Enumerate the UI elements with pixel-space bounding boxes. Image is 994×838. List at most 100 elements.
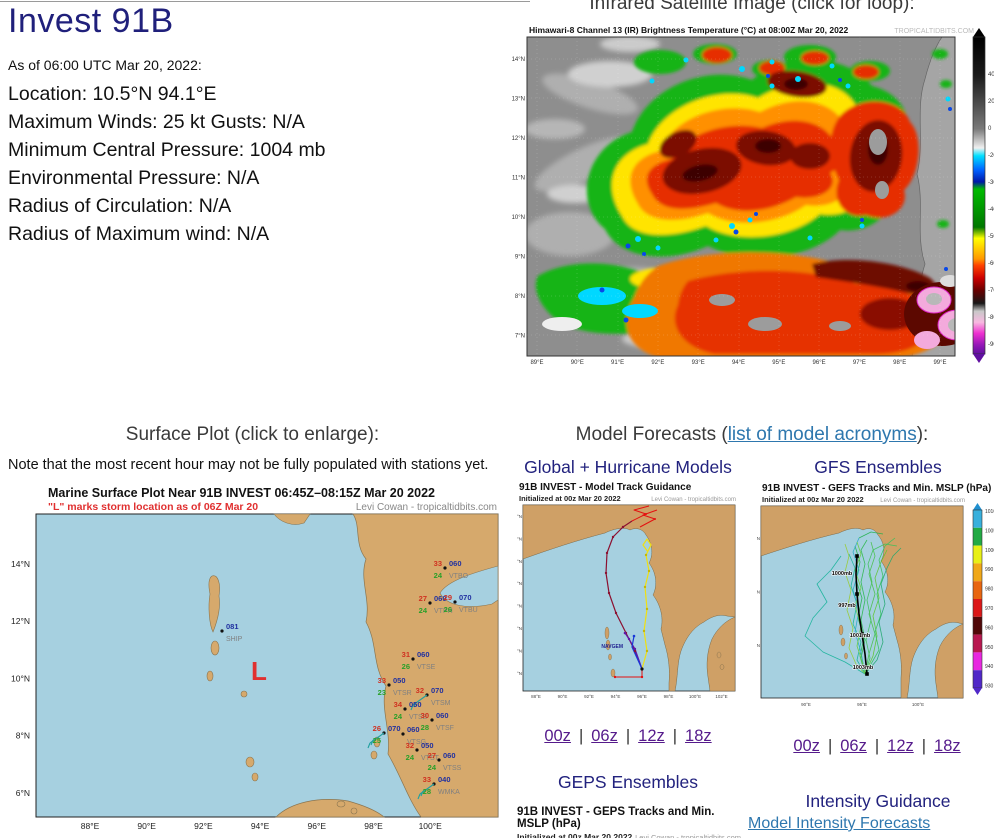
gefs-svg[interactable]: 91B INVEST - GEFS Tracks and Min. MSLP (… — [750, 481, 994, 719]
station: 29 26 070 VTBU — [444, 593, 478, 614]
generated-label: VTST — [421, 755, 440, 762]
surface-figure-credit: Levi Cowan - tropicaltidbits.com — [356, 502, 497, 513]
generated-label: 26 — [402, 662, 410, 671]
generated-label: 070 — [431, 686, 444, 695]
generated-label: 96°E — [813, 360, 826, 366]
storm-env-pressure: Environmental Pressure: N/A — [8, 167, 260, 189]
gefs-link-12z[interactable]: 12z — [887, 737, 914, 755]
gefs-figure-credit: Levi Cowan - tropicaltidbits.com — [880, 498, 965, 504]
gefs-link-18z[interactable]: 18z — [934, 737, 961, 755]
generated-label: 100°E — [689, 694, 701, 699]
satellite-svg[interactable]: Himawari-8 Channel 13 (IR) Brightness Te… — [510, 24, 994, 369]
gefs-lon-axis: 90°E 95°E 100°E — [801, 702, 924, 707]
gh-link-00z[interactable]: 00z — [544, 727, 571, 745]
surface-plot-image[interactable]: Marine Surface Plot Near 91B INVEST 06:4… — [8, 486, 500, 838]
generated-label: VTSR — [393, 690, 412, 697]
track-figure-init: Initialized at 00z Mar 20 2022 — [519, 494, 621, 503]
page-title: Invest 91B — [8, 2, 174, 40]
surface-plot-svg[interactable]: Marine Surface Plot Near 91B INVEST 06:4… — [8, 486, 500, 838]
generated-label: 20°N — [517, 536, 522, 541]
generated-label: 970 — [985, 606, 994, 612]
link-separator: | — [672, 727, 678, 745]
generated-label: 060 — [407, 725, 420, 734]
gh-link-12z[interactable]: 12z — [638, 727, 665, 745]
generated-label: 11°N — [512, 176, 525, 182]
station: 33 24 060 VTBO — [434, 559, 469, 580]
gh-link-18z[interactable]: 18z — [685, 727, 712, 745]
satellite-lat-axis: 14°N 13°N 12°N 11°N 10°N 9°N 8°N 7°N — [512, 57, 525, 340]
generated-label: 1001mb — [850, 633, 871, 639]
satellite-lon-axis: 89°E 90°E 91°E 92°E 93°E 94°E 95°E 96°E 97°E 98°E… — [530, 360, 946, 366]
model-intensity-forecasts-link[interactable]: Model Intensity Forecasts — [748, 815, 931, 832]
geps-ensembles-heading: GEPS Ensembles — [557, 772, 699, 792]
model-track-guidance-image[interactable]: 91B INVEST - Model Track Guidance Initia… — [512, 481, 739, 713]
gefs-lat-axis: 20°N 15°N 10°N — [750, 536, 760, 648]
generated-label: 96°E — [308, 821, 327, 831]
link-separator: | — [827, 737, 833, 755]
geps-figure-title: 91B INVEST - GEPS Tracks and Min. MSLP (… — [517, 806, 715, 830]
generated-label: 10°N — [517, 648, 522, 653]
generated-label: VTSB — [409, 714, 428, 721]
generated-label: 7°N — [515, 334, 525, 340]
gefs-colorbar — [972, 509, 983, 689]
generated-label: 99°E — [933, 360, 946, 366]
geps-image[interactable]: 91B INVEST - GEPS Tracks and Min. MSLP (… — [517, 806, 741, 838]
generated-label: 940 — [985, 664, 994, 670]
generated-label: 33 — [378, 676, 386, 685]
generated-label: 070 — [459, 593, 472, 602]
generated-label: 040 — [438, 775, 451, 784]
generated-label: VTSF — [436, 725, 454, 732]
generated-label: 90°E — [571, 360, 584, 366]
model-track-svg[interactable]: 91B INVEST - Model Track Guidance Initia… — [512, 481, 739, 713]
generated-label: 32 — [416, 686, 424, 695]
generated-label: SHIP — [226, 636, 243, 643]
generated-label: 90°E — [137, 821, 156, 831]
gefs-mslp-labels: 1000mb 997mb 1001mb 1003mb — [831, 571, 874, 672]
satellite-figure-title: Himawari-8 Channel 13 (IR) Brightness Te… — [529, 25, 849, 35]
gefs-link-00z[interactable]: 00z — [793, 737, 820, 755]
station: 34 24 050 VTSB — [394, 700, 428, 721]
generated-label: VTSG — [407, 739, 426, 746]
generated-label: 94°E — [732, 360, 745, 366]
generated-label: 92°E — [584, 694, 594, 699]
gfs-ensembles-heading: GFS Ensembles — [814, 457, 942, 477]
generated-label: 28 — [421, 723, 429, 732]
generated-label: 12°N — [512, 136, 525, 142]
generated-label: 20 — [988, 99, 994, 105]
generated-label: 8°N — [517, 671, 522, 676]
generated-label: 1010 — [985, 509, 994, 515]
generated-label: 060 — [443, 751, 456, 760]
generated-label: 930 — [985, 684, 994, 690]
generated-label: 102°E — [715, 694, 727, 699]
gefs-map: 1000mb 997mb 1001mb 1003mb 20°N 15°N 10°N 90°… — [750, 505, 964, 707]
generated-label: 95°E — [857, 702, 867, 707]
generated-label: 26 — [444, 605, 452, 614]
station: 30 28 060 VTSF — [421, 711, 454, 732]
generated-label: 081 — [226, 622, 239, 631]
generated-label: 060 — [449, 559, 462, 568]
generated-label: 34 — [394, 700, 403, 709]
link-separator: | — [921, 737, 927, 755]
generated-label: 9°N — [515, 255, 525, 261]
geps-figure-credit: Levi Cowan - tropicaltidbits.com — [635, 833, 741, 838]
generated-label: 94°E — [611, 694, 621, 699]
generated-label: 97°E — [853, 360, 866, 366]
generated-label: 1000mb — [832, 571, 853, 577]
satellite-image[interactable]: Himawari-8 Channel 13 (IR) Brightness Te… — [510, 24, 994, 369]
generated-label: -20 — [988, 153, 994, 159]
generated-label: 22°N — [517, 514, 522, 519]
generated-label: 980 — [985, 587, 994, 593]
navgem-label: NAVGEM — [601, 644, 623, 650]
generated-label: 24 — [434, 571, 443, 580]
generated-label: 33 — [434, 559, 442, 568]
generated-label: 12°N — [517, 626, 522, 631]
model-acronyms-link[interactable]: list of model acronyms — [727, 424, 917, 445]
satellite-cloud-art — [527, 37, 955, 356]
gh-link-06z[interactable]: 06z — [591, 727, 618, 745]
gefs-link-06z[interactable]: 06z — [840, 737, 867, 755]
station: 33 23 050 VTSR — [378, 676, 412, 697]
generated-label: VTPH — [434, 608, 453, 615]
storm-location: Location: 10.5°N 94.1°E — [8, 83, 217, 105]
surface-figure-subtitle: "L" marks storm location as of 06Z Mar 2… — [48, 501, 258, 513]
gefs-image[interactable]: 91B INVEST - GEFS Tracks and Min. MSLP (… — [750, 481, 994, 719]
